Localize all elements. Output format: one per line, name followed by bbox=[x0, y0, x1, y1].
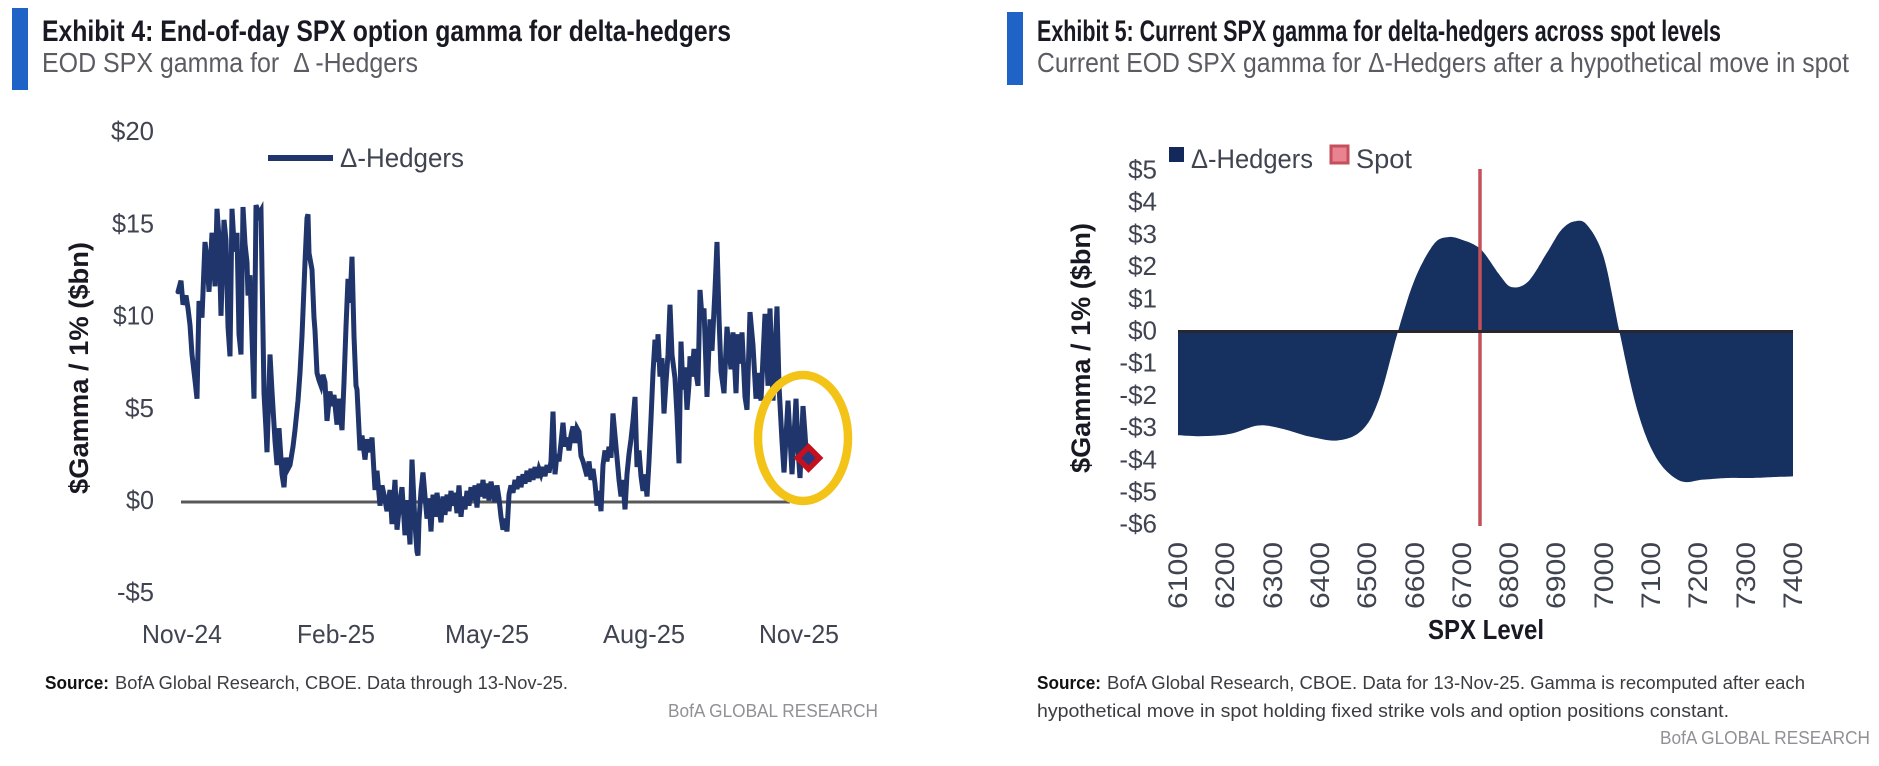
svg-text:6100: 6100 bbox=[1163, 542, 1193, 609]
svg-text:Current EOD SPX gamma for Δ-He: Current EOD SPX gamma for Δ-Hedgers afte… bbox=[1037, 47, 1849, 78]
svg-text:$0: $0 bbox=[1128, 316, 1157, 346]
svg-text:7200: 7200 bbox=[1683, 542, 1713, 609]
svg-text:$20: $20 bbox=[111, 116, 154, 146]
svg-text:6200: 6200 bbox=[1210, 542, 1240, 609]
svg-text:Spot: Spot bbox=[1356, 144, 1412, 174]
svg-text:BofA GLOBAL RESEARCH: BofA GLOBAL RESEARCH bbox=[668, 701, 878, 721]
svg-text:BofA Global Research, CBOE. Da: BofA Global Research, CBOE. Data for 13-… bbox=[1107, 673, 1805, 693]
svg-text:hypothetical move in spot hold: hypothetical move in spot holding fixed … bbox=[1037, 701, 1729, 721]
svg-text:$2: $2 bbox=[1128, 251, 1157, 281]
svg-text:Δ-Hedgers: Δ-Hedgers bbox=[340, 143, 464, 173]
svg-text:EOD SPX gamma for Δ -Hedgers: EOD SPX gamma for Δ -Hedgers bbox=[42, 47, 418, 78]
svg-text:6300: 6300 bbox=[1258, 542, 1288, 609]
svg-text:Source:: Source: bbox=[1037, 673, 1101, 693]
svg-text:7000: 7000 bbox=[1589, 542, 1619, 609]
svg-text:Nov-24: Nov-24 bbox=[142, 619, 222, 649]
svg-text:Feb-25: Feb-25 bbox=[297, 619, 375, 649]
svg-text:-$4: -$4 bbox=[1119, 444, 1157, 474]
svg-text:SPX Level: SPX Level bbox=[1428, 614, 1544, 645]
svg-text:7100: 7100 bbox=[1636, 542, 1666, 609]
svg-text:$Gamma / 1% ($bn): $Gamma / 1% ($bn) bbox=[64, 242, 94, 494]
svg-text:$15: $15 bbox=[112, 208, 154, 238]
svg-text:-$5: -$5 bbox=[117, 577, 154, 607]
svg-text:6700: 6700 bbox=[1447, 542, 1477, 609]
svg-text:Exhibit 5: Current SPX gamma f: Exhibit 5: Current SPX gamma for delta-h… bbox=[1037, 15, 1721, 48]
svg-text:Δ-Hedgers: Δ-Hedgers bbox=[1191, 144, 1313, 174]
svg-text:7400: 7400 bbox=[1778, 542, 1808, 609]
svg-text:$5: $5 bbox=[1128, 155, 1157, 185]
svg-text:-$1: -$1 bbox=[1119, 348, 1157, 378]
svg-text:-$3: -$3 bbox=[1119, 412, 1157, 442]
svg-text:Exhibit 4: End-of-day SPX opti: Exhibit 4: End-of-day SPX option gamma f… bbox=[42, 15, 731, 48]
svg-text:-$5: -$5 bbox=[1119, 477, 1157, 507]
svg-text:6500: 6500 bbox=[1352, 542, 1382, 609]
svg-text:$3: $3 bbox=[1128, 219, 1157, 249]
svg-text:-$6: -$6 bbox=[1119, 509, 1157, 539]
svg-text:$1: $1 bbox=[1128, 283, 1157, 313]
svg-text:BofA GLOBAL RESEARCH: BofA GLOBAL RESEARCH bbox=[1660, 728, 1870, 748]
svg-text:$0: $0 bbox=[126, 485, 154, 515]
svg-text:$4: $4 bbox=[1128, 187, 1157, 217]
svg-text:$Gamma / 1% ($bn): $Gamma / 1% ($bn) bbox=[1066, 223, 1096, 473]
svg-text:6800: 6800 bbox=[1494, 542, 1524, 609]
svg-text:$10: $10 bbox=[113, 301, 154, 331]
svg-text:Nov-25: Nov-25 bbox=[759, 619, 839, 649]
svg-text:$5: $5 bbox=[125, 393, 154, 423]
svg-text:May-25: May-25 bbox=[445, 619, 529, 649]
svg-text:Source:: Source: bbox=[45, 673, 109, 693]
svg-text:7300: 7300 bbox=[1731, 542, 1761, 609]
svg-text:Aug-25: Aug-25 bbox=[603, 619, 685, 649]
svg-text:6900: 6900 bbox=[1541, 542, 1571, 609]
svg-text:BofA Global Research, CBOE. Da: BofA Global Research, CBOE. Data through… bbox=[115, 673, 568, 693]
svg-text:6400: 6400 bbox=[1305, 542, 1335, 609]
svg-text:-$2: -$2 bbox=[1119, 380, 1157, 410]
svg-text:6600: 6600 bbox=[1400, 542, 1430, 609]
